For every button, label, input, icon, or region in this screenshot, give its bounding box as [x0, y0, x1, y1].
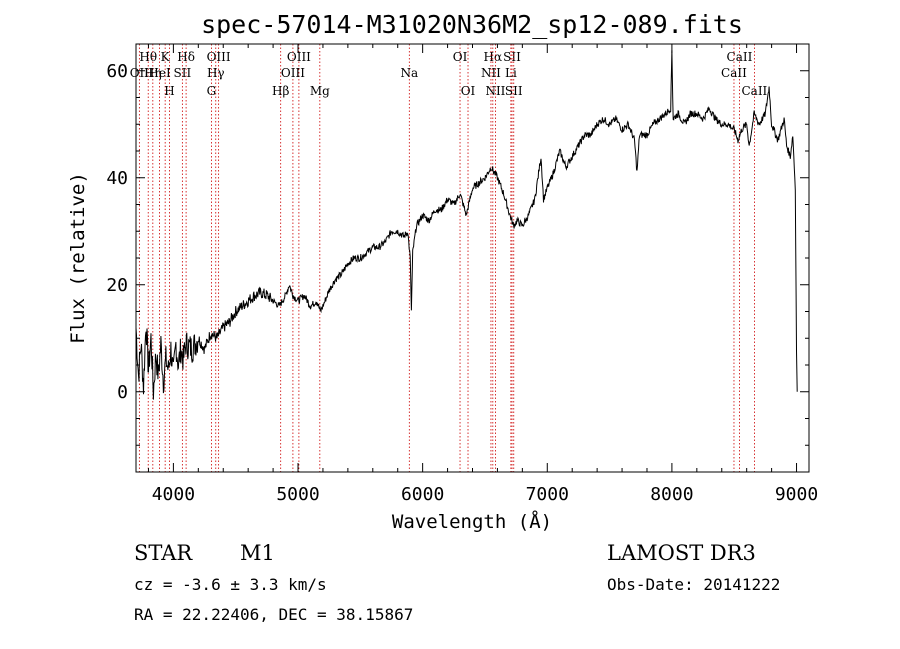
redshift-value: cz = -3.6 ± 3.3 km/s [134, 575, 327, 594]
spectral-line-label: OI [461, 84, 476, 98]
x-tick-label: 6000 [401, 484, 444, 505]
spectral-line-label: HeI [148, 66, 171, 80]
spectral-line-label: Hη [144, 66, 162, 80]
spectral-line-label: H [164, 84, 174, 98]
spectral-line-label: Hβ [272, 84, 289, 98]
spectral-line-label: OIII [287, 50, 311, 64]
x-tick-label: 9000 [775, 484, 818, 505]
spectral-line-label: CaII [721, 66, 747, 80]
spectral-line-label: Na [400, 66, 418, 80]
spectral-line-label: SII [505, 84, 523, 98]
spectral-line-label: OIII [281, 66, 305, 80]
x-axis-label: Wavelength (Å) [392, 510, 552, 533]
y-tick-label: 20 [106, 275, 128, 296]
spectral-line-label: NII [481, 66, 501, 80]
spectral-line-label: OII [130, 66, 150, 80]
y-tick-label: 60 [106, 61, 128, 82]
spectral-line-label: OIII [207, 50, 231, 64]
y-tick-label: 0 [117, 382, 128, 403]
spectral-line-label: Hα [484, 50, 503, 64]
axis-ticks: 4000 5000 6000 7000 8000 9000 0 20 40 60 [106, 44, 818, 505]
x-tick-label: 5000 [276, 484, 319, 505]
spectral-line-label: G [207, 84, 217, 98]
spectral-line-label: CaII [741, 84, 767, 98]
spectral-line-label: Hδ [177, 50, 195, 64]
spectral-line-label: CaII [727, 50, 753, 64]
spectral-line-label: K [161, 50, 171, 64]
flux-line [135, 50, 798, 400]
sky-coordinates: RA = 22.22406, DEC = 38.15867 [134, 605, 413, 624]
spectral-line-label: OI [453, 50, 468, 64]
spectral-line-label: SII [174, 66, 192, 80]
object-class: STAR [134, 541, 193, 565]
x-tick-label: 8000 [650, 484, 693, 505]
spectral-line-label: Li [505, 66, 517, 80]
spectral-line-label: Hθ [139, 50, 157, 64]
y-tick-label: 40 [106, 168, 128, 189]
x-tick-label: 4000 [152, 484, 195, 505]
spectral-line-label: Hγ [207, 66, 225, 80]
survey-name: LAMOST DR3 [607, 541, 756, 565]
observation-date: Obs-Date: 20141222 [607, 575, 780, 594]
spectral-line-label: NII [485, 84, 505, 98]
object-subclass: M1 [240, 541, 275, 565]
spectral-line-label: SII [503, 50, 521, 64]
spectral-line-label: Mg [310, 84, 330, 98]
x-tick-label: 7000 [526, 484, 569, 505]
y-axis-label: Flux (relative) [67, 172, 89, 344]
flux-series [135, 50, 798, 400]
chart-title: spec-57014-M31020N36M2_sp12-089.fits [201, 10, 743, 39]
